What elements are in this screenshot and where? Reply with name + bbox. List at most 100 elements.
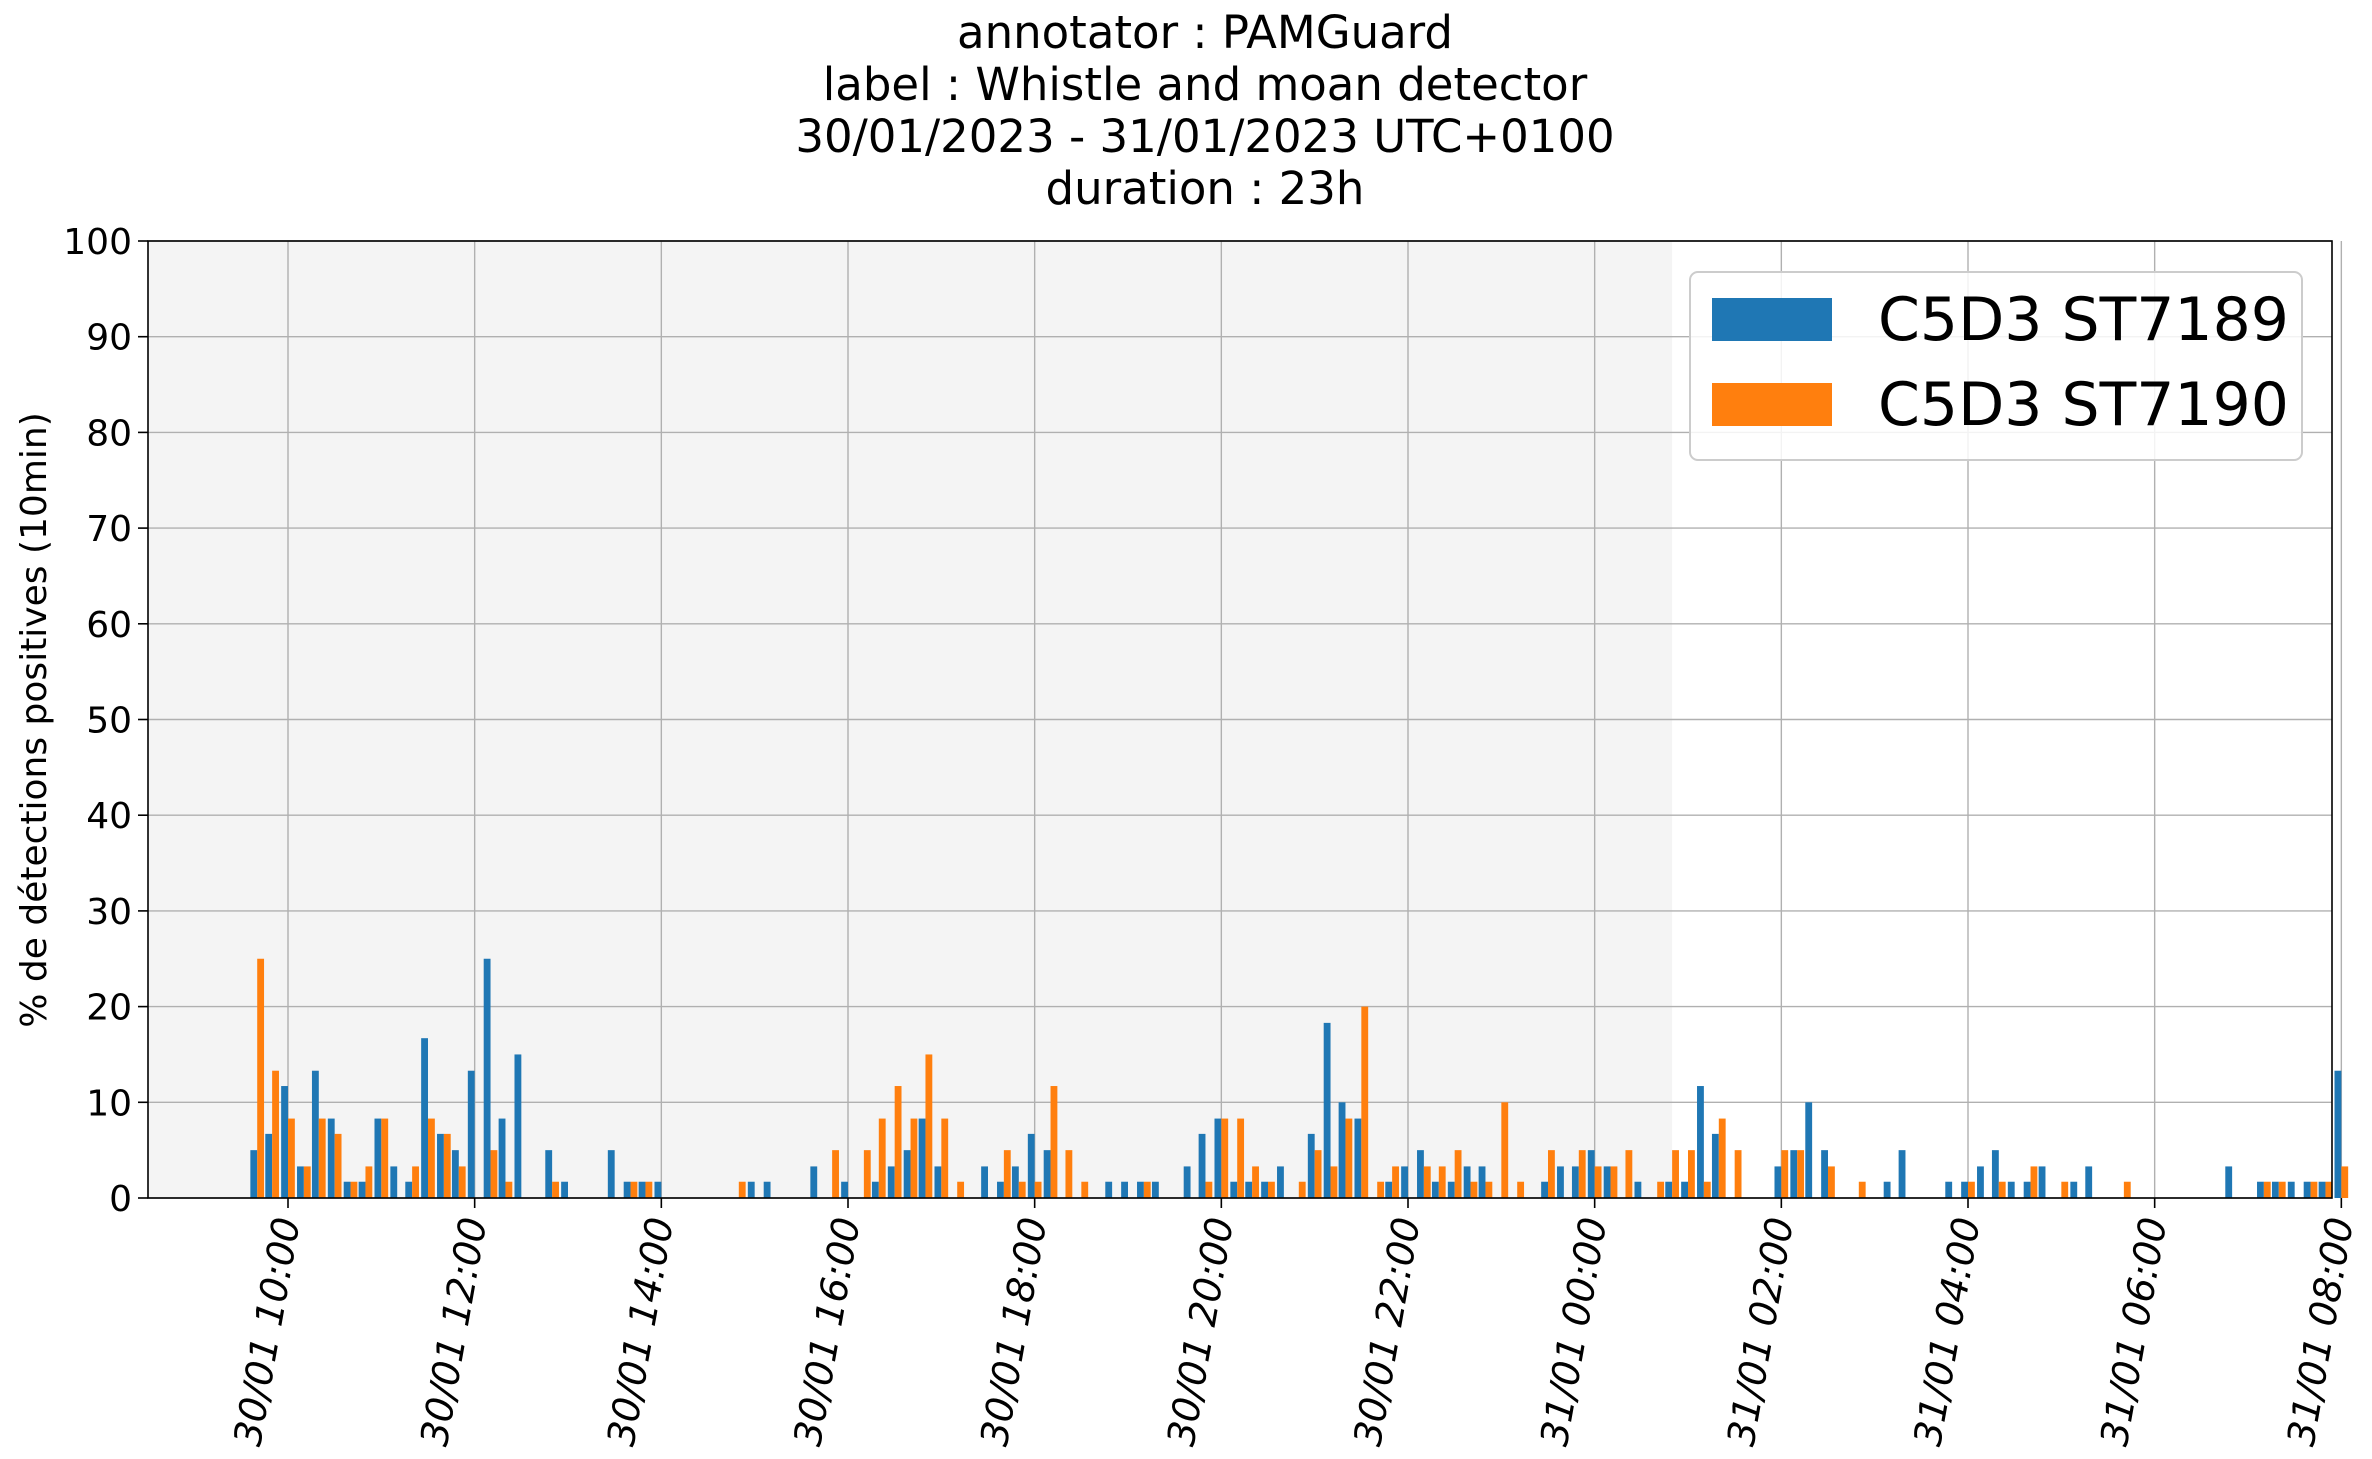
bar [1625,1150,1633,1198]
bar [257,958,265,1198]
bar [1603,1166,1611,1198]
bar [1221,1118,1229,1198]
bar [1043,1150,1051,1198]
bar [1431,1181,1439,1198]
bar [2287,1181,2295,1198]
bar [1050,1086,1058,1198]
y-tick-label: 20 [86,988,132,1029]
bar [2038,1166,2046,1198]
bar [334,1133,342,1198]
bar [887,1166,895,1198]
bar [747,1181,755,1198]
bar [1610,1166,1618,1198]
bar [505,1181,513,1198]
bar [1945,1181,1953,1198]
legend-label-st7189: C5D3 ST7189 [1878,285,2289,355]
bar [1991,1150,1999,1198]
bar [1883,1181,1891,1198]
bar [1345,1118,1353,1198]
bar [265,1133,273,1198]
bar [1143,1181,1151,1198]
bar [925,1054,933,1198]
bar [2123,1181,2131,1198]
bar [381,1118,389,1198]
bar [1594,1166,1602,1198]
bar [832,1150,839,1198]
bar [2278,1181,2286,1198]
bar [918,1118,926,1198]
chart-title: annotator : PAMGuard label : Whistle and… [795,6,1614,215]
bar [2310,1181,2318,1198]
bar [2070,1181,2078,1198]
bar [1377,1181,1385,1198]
legend-swatch-st7189 [1712,298,1832,341]
bar [2007,1181,2015,1198]
bar [311,1070,319,1198]
bar [343,1181,351,1198]
bar [878,1118,886,1198]
bar [1151,1181,1159,1198]
bar [1517,1181,1525,1198]
y-tick-label: 0 [109,1179,132,1220]
bar [607,1150,615,1198]
bar [318,1118,326,1198]
bar [2318,1181,2326,1198]
bar [1828,1166,1835,1198]
bar [1998,1181,2006,1198]
bar [1672,1150,1679,1198]
bar [1237,1118,1245,1198]
bar [1977,1166,1984,1198]
y-tick-label: 100 [63,222,132,263]
bar [2263,1181,2271,1198]
bar [1781,1150,1789,1198]
legend-label-st7190: C5D3 ST7190 [1878,370,2289,440]
bar [1183,1166,1191,1198]
bar [1323,1022,1331,1198]
bar [1578,1150,1586,1198]
title-line-duration: duration : 23h [1046,162,1365,215]
bar [1361,1006,1369,1198]
bar [428,1118,435,1198]
bar [2085,1166,2093,1198]
bar [2030,1166,2038,1198]
bar [412,1166,419,1198]
bar [2271,1181,2279,1198]
bar [957,1181,965,1198]
y-tick-label: 80 [86,413,132,454]
bar [281,1086,288,1198]
bar [1688,1150,1695,1198]
bar [1121,1181,1128,1198]
bar [458,1166,466,1198]
bar [630,1181,638,1198]
bar [1858,1181,1866,1198]
bar [1485,1181,1493,1198]
bar [443,1133,451,1198]
bar [1003,1150,1011,1198]
bar [981,1166,988,1198]
bar [327,1118,335,1198]
bar [1081,1181,1089,1198]
bar [1790,1150,1798,1198]
bar [645,1181,653,1198]
bar [1634,1181,1642,1198]
bar [1797,1150,1805,1198]
bar [1011,1166,1019,1198]
title-line-label: label : Whistle and moan detector [823,58,1588,111]
bar [863,1150,871,1198]
bar [1697,1086,1704,1198]
bar [623,1181,631,1198]
bar [1245,1181,1253,1198]
bar [1657,1181,1665,1198]
title-line-date-range: 30/01/2023 - 31/01/2023 UTC+0100 [795,110,1614,163]
bar [1557,1166,1564,1198]
bar [303,1166,311,1198]
bar [1417,1150,1424,1198]
bar [1268,1181,1275,1198]
bar [1314,1150,1322,1198]
bar [1261,1181,1268,1198]
bar [810,1166,818,1198]
bar [467,1070,475,1198]
bar [545,1150,553,1198]
bar [1548,1150,1555,1198]
bar [1541,1181,1548,1198]
